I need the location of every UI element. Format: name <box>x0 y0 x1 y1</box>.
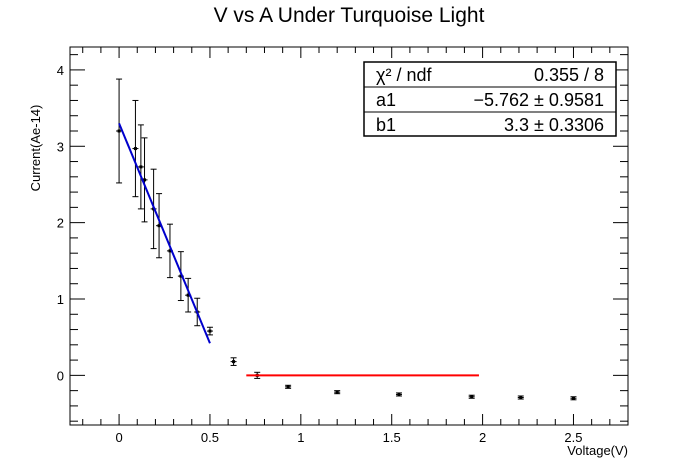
data-point <box>206 326 213 336</box>
marker <box>208 329 212 333</box>
stats-b1-value: 3.3 ± 0.3306 <box>504 115 604 135</box>
data-point <box>334 390 341 395</box>
marker <box>571 396 575 400</box>
stats-a1-label: a1 <box>376 90 396 110</box>
stats-chi2-label: χ² / ndf <box>376 65 432 85</box>
marker <box>139 165 143 169</box>
stats-b1-label: b1 <box>376 115 396 135</box>
marker <box>286 385 290 389</box>
marker <box>397 392 401 396</box>
data-point <box>116 78 123 184</box>
data-point <box>570 396 577 401</box>
marker <box>133 147 137 151</box>
x-tick-label: 0.5 <box>201 430 219 445</box>
x-axis-label: Voltage(V) <box>567 443 628 458</box>
marker <box>186 293 190 297</box>
marker <box>117 129 121 133</box>
data-point <box>468 394 475 399</box>
marker <box>143 178 147 182</box>
data-point <box>166 223 173 279</box>
y-axis-label: Current(Ae-14) <box>28 105 43 192</box>
x-tick-label: 0 <box>115 430 122 445</box>
marker <box>232 360 236 364</box>
y-tick-label: 2 <box>57 216 64 231</box>
stats-box: χ² / ndf 0.355 / 8 a1 −5.762 ± 0.9581 b1… <box>363 61 617 137</box>
stats-a1-value: −5.762 ± 0.9581 <box>474 90 605 110</box>
x-tick-label: 2.5 <box>564 430 582 445</box>
x-tick-label: 2 <box>479 430 486 445</box>
axis-ticks <box>70 47 628 425</box>
marker <box>470 395 474 399</box>
y-tick-label: 1 <box>57 292 64 307</box>
data-point <box>132 99 139 198</box>
x-tick-label: 1.5 <box>383 430 401 445</box>
x-tick-labels: 0 0.5 1 1.5 2 2.5 <box>115 430 582 445</box>
marker <box>179 274 183 278</box>
y-tick-labels: 0 1 2 3 4 <box>57 63 64 383</box>
data-point <box>137 124 144 210</box>
y-tick-label: 0 <box>57 368 64 383</box>
data-point <box>517 395 524 400</box>
y-tick-label: 3 <box>57 139 64 154</box>
marker <box>519 396 523 400</box>
marker <box>157 224 161 228</box>
marker <box>168 249 172 253</box>
y-tick-label: 4 <box>57 63 64 78</box>
data-point <box>395 392 402 397</box>
x-tick-label: 1 <box>297 430 304 445</box>
data-point <box>285 384 292 389</box>
fit-lines <box>118 122 479 377</box>
fit-line <box>118 122 211 344</box>
marker <box>335 390 339 394</box>
plot-frame <box>69 46 629 426</box>
chart-title: V vs A Under Turquoise Light <box>213 4 485 27</box>
stats-chi2-value: 0.355 / 8 <box>534 65 604 85</box>
data-point <box>230 357 237 366</box>
